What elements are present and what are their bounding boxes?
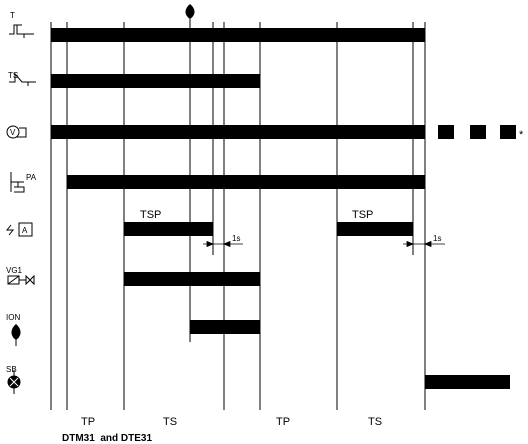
lockout-icon-label: SB	[6, 365, 17, 374]
thermostat-bar	[51, 28, 425, 42]
phase-label: TS	[368, 416, 382, 428]
thermostat-contact-icon	[9, 24, 34, 38]
thermostat-icon-label: T	[10, 11, 15, 20]
lockout-lamp-icon	[7, 370, 21, 394]
phase-label: TP	[81, 416, 95, 428]
ignition-transformer-icon	[5, 222, 33, 237]
delay-marker	[403, 240, 445, 248]
safety-thermostat-bar	[51, 74, 260, 88]
ionisation-bar	[190, 320, 260, 334]
phase-label: TS	[163, 416, 177, 428]
ionisation-flame-icon	[11, 324, 21, 346]
delay-label: 1s	[232, 234, 240, 243]
ignition-bar	[337, 222, 413, 236]
ionisation-icon-label: ION	[6, 313, 20, 322]
tsp-label: TSP	[140, 209, 161, 221]
gas-valve-icon	[7, 274, 35, 286]
air-pressure-icon-label: PA	[26, 173, 37, 182]
fan-icon-label: V	[10, 128, 16, 137]
ignition-bar	[124, 222, 213, 236]
delay-label: 1s	[433, 234, 441, 243]
continuation-asterisk: *	[519, 129, 524, 141]
phase-label: TP	[276, 416, 290, 428]
diagram-caption: DTM31 and DTE31	[62, 433, 152, 444]
fan-bar	[51, 125, 425, 139]
safety-thermostat-contact-icon	[9, 72, 36, 86]
fan-motor-icon	[6, 125, 27, 139]
state-bars	[51, 28, 516, 389]
gas-valve-bar	[124, 272, 260, 286]
fan-continuation-block	[500, 125, 516, 139]
air-pressure-switch-icon	[10, 172, 25, 193]
flame-indicator-icon	[185, 4, 195, 26]
fan-continuation-block	[438, 125, 454, 139]
lockout-bar	[425, 375, 510, 389]
safety-thermostat-icon-label: TS	[8, 71, 18, 80]
tsp-label: TSP	[352, 209, 373, 221]
gas-valve-icon-label: VG1	[6, 266, 23, 275]
delay-marker	[203, 240, 243, 248]
air-pressure-bar	[67, 175, 425, 189]
ignition-icon-label: A	[22, 226, 28, 235]
fan-continuation-block	[470, 125, 486, 139]
